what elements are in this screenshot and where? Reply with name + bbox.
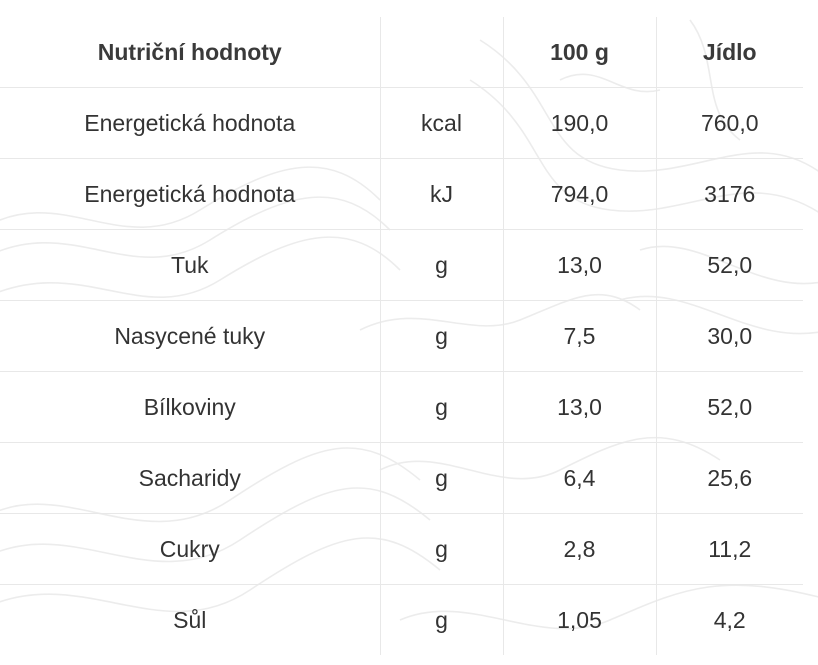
- header-per-100g: 100 g: [502, 17, 656, 88]
- nutrient-name: Sacharidy: [0, 442, 380, 514]
- nutrient-unit: kcal: [379, 87, 503, 159]
- nutrient-name: Nasycené tuky: [0, 300, 380, 372]
- table-row: Sacharidy g 6,4 25,6: [0, 442, 803, 514]
- nutrient-name: Cukry: [0, 513, 380, 585]
- header-nutrition-values: Nutriční hodnoty: [0, 17, 380, 88]
- nutrient-unit: g: [379, 513, 503, 585]
- table-row: Bílkoviny g 13,0 52,0: [0, 371, 803, 443]
- nutrient-per-100g: 13,0: [502, 229, 656, 301]
- nutrient-per-100g: 794,0: [502, 158, 656, 230]
- nutrient-name: Sůl: [173, 606, 207, 633]
- table-row: Sůl g 1,05 4,2: [0, 584, 803, 655]
- nutrient-name: Energetická hodnota: [0, 87, 380, 159]
- nutrient-unit: kJ: [379, 158, 503, 230]
- table-row: Energetická hodnota kcal 190,0 760,0: [0, 87, 803, 159]
- nutrient-meal: 30,0: [655, 300, 803, 372]
- nutrient-unit: g: [379, 300, 503, 372]
- nutrient-unit: g: [379, 229, 503, 301]
- nutrient-per-100g: 190,0: [502, 87, 656, 159]
- nutrient-per-100g: 1,05: [502, 584, 656, 655]
- nutrient-meal: 52,0: [655, 229, 803, 301]
- nutrient-unit: g: [379, 371, 503, 443]
- nutrient-per-100g: 13,0: [502, 371, 656, 443]
- nutrient-meal: 11,2: [655, 513, 803, 585]
- nutrient-per-100g: 6,4: [502, 442, 656, 514]
- nutrient-name: Energetická hodnota: [0, 158, 380, 230]
- header-meal: Jídlo: [655, 17, 803, 88]
- nutrient-meal: 25,6: [655, 442, 803, 514]
- nutrient-per-100g: 2,8: [502, 513, 656, 585]
- nutrient-per-100g: 7,5: [502, 300, 656, 372]
- table-row: Energetická hodnota kJ 794,0 3176: [0, 158, 803, 230]
- header-unit: [379, 17, 503, 88]
- table-header-row: Nutriční hodnoty 100 g Jídlo: [0, 17, 803, 88]
- nutrient-name: Tuk: [0, 229, 380, 301]
- nutrient-meal: 760,0: [655, 87, 803, 159]
- nutrition-table: Nutriční hodnoty 100 g Jídlo Energetická…: [0, 17, 803, 655]
- table-row: Tuk g 13,0 52,0: [0, 229, 803, 301]
- table-row: Cukry g 2,8 11,2: [0, 513, 803, 585]
- nutrient-meal: 4,2: [655, 584, 803, 655]
- nutrient-name: Bílkoviny: [0, 371, 380, 443]
- nutrient-unit: g: [379, 442, 503, 514]
- table-row: Nasycené tuky g 7,5 30,0: [0, 300, 803, 372]
- nutrient-unit: g: [379, 584, 503, 655]
- nutrient-meal: 52,0: [655, 371, 803, 443]
- nutrient-meal: 3176: [655, 158, 803, 230]
